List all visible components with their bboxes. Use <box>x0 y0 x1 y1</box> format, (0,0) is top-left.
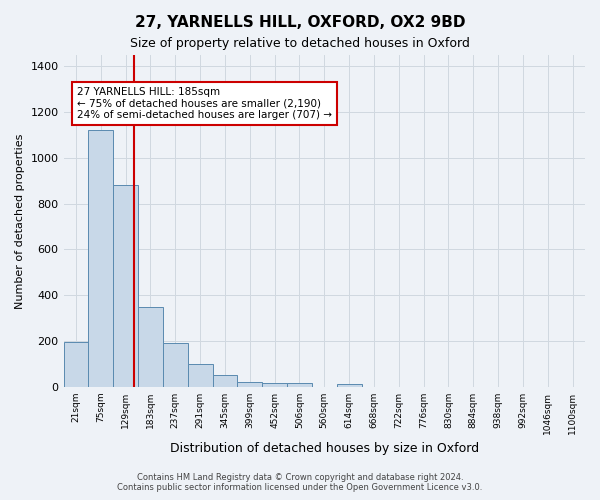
Text: Size of property relative to detached houses in Oxford: Size of property relative to detached ho… <box>130 38 470 51</box>
Bar <box>287 382 312 386</box>
Text: Contains HM Land Registry data © Crown copyright and database right 2024.
Contai: Contains HM Land Registry data © Crown c… <box>118 473 482 492</box>
Bar <box>188 364 212 386</box>
Bar <box>337 384 362 386</box>
Text: 27, YARNELLS HILL, OXFORD, OX2 9BD: 27, YARNELLS HILL, OXFORD, OX2 9BD <box>135 15 465 30</box>
Bar <box>262 382 287 386</box>
Text: 27 YARNELLS HILL: 185sqm
← 75% of detached houses are smaller (2,190)
24% of sem: 27 YARNELLS HILL: 185sqm ← 75% of detach… <box>77 87 332 120</box>
X-axis label: Distribution of detached houses by size in Oxford: Distribution of detached houses by size … <box>170 442 479 455</box>
Bar <box>138 306 163 386</box>
Bar <box>64 342 88 386</box>
Bar <box>212 375 238 386</box>
Bar <box>163 343 188 386</box>
Bar <box>113 186 138 386</box>
Bar <box>88 130 113 386</box>
Bar <box>238 382 262 386</box>
Y-axis label: Number of detached properties: Number of detached properties <box>15 133 25 308</box>
